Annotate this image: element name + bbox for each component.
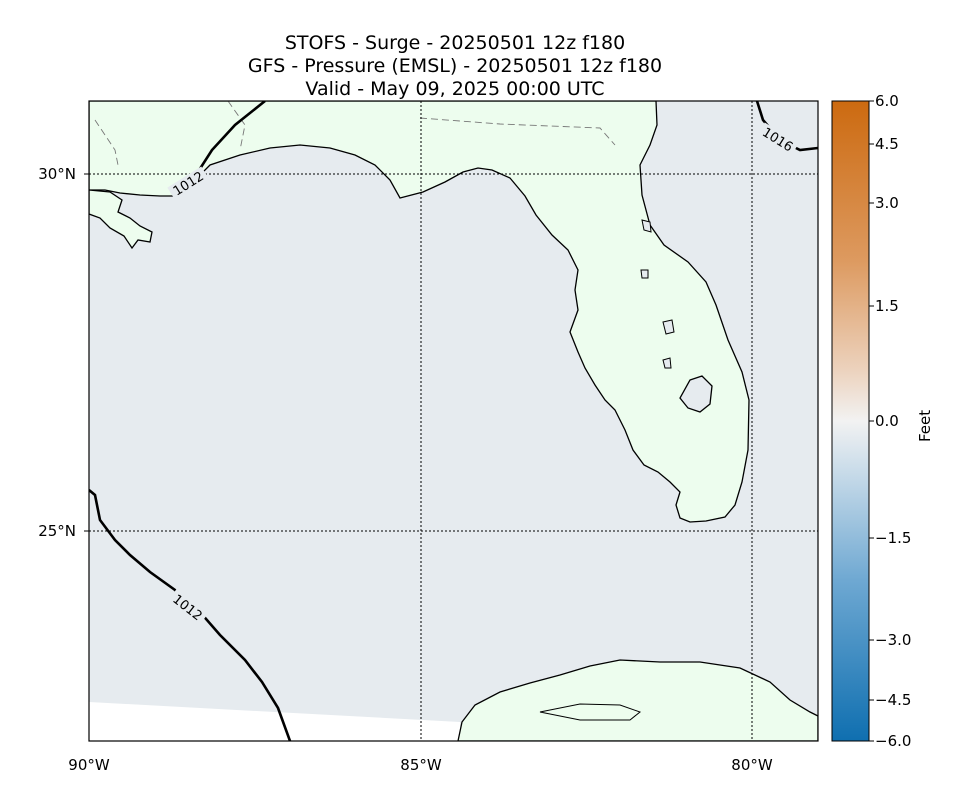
- gulf-coast-land: [89, 101, 750, 523]
- inland-lake: [640, 269, 649, 279]
- colorbar-tick-label: −1.5: [875, 529, 912, 547]
- isobar-1012-west: [89, 489, 292, 741]
- colorbar-tick-label: 0.0: [875, 412, 899, 430]
- colorbar-tick-label: 3.0: [875, 194, 899, 212]
- no-data-area: [89, 702, 460, 741]
- colorbar-tick-label: 4.5: [875, 135, 899, 153]
- mississippi-delta: [89, 189, 153, 250]
- colorbar-label: Feet: [916, 409, 934, 442]
- inland-lake: [662, 319, 675, 335]
- lon-label-80w: 80°W: [731, 756, 773, 774]
- state-boundary: [94, 119, 119, 166]
- colorbar-tick-label: 6.0: [875, 92, 899, 110]
- state-boundary: [419, 117, 616, 146]
- colorbar-tick-label: −6.0: [875, 732, 912, 750]
- title-line-3: Valid - May 09, 2025 00:00 UTC: [305, 78, 605, 100]
- isla-de-la-juventud: [539, 703, 642, 721]
- colorbar: [831, 100, 870, 742]
- map-frame: [88, 100, 819, 742]
- lat-label-25n: 25°N: [38, 522, 76, 540]
- lon-label-85w: 85°W: [400, 756, 442, 774]
- state-boundary: [227, 101, 246, 151]
- colorbar-tick-label: 1.5: [875, 297, 899, 315]
- lon-label-90w: 90°W: [68, 756, 110, 774]
- colorbar-tick-label: −4.5: [875, 691, 912, 709]
- inland-lake: [662, 357, 672, 369]
- lake-okeechobee: [679, 375, 713, 413]
- title-line-1: STOFS - Surge - 20250501 12z f180: [284, 32, 626, 54]
- title-line-2: GFS - Pressure (EMSL) - 20250501 12z f18…: [247, 55, 663, 77]
- colorbar-tick-label: −3.0: [875, 631, 912, 649]
- lat-label-30n: 30°N: [38, 165, 76, 183]
- cuba-land: [457, 659, 818, 741]
- inland-lake: [641, 219, 652, 233]
